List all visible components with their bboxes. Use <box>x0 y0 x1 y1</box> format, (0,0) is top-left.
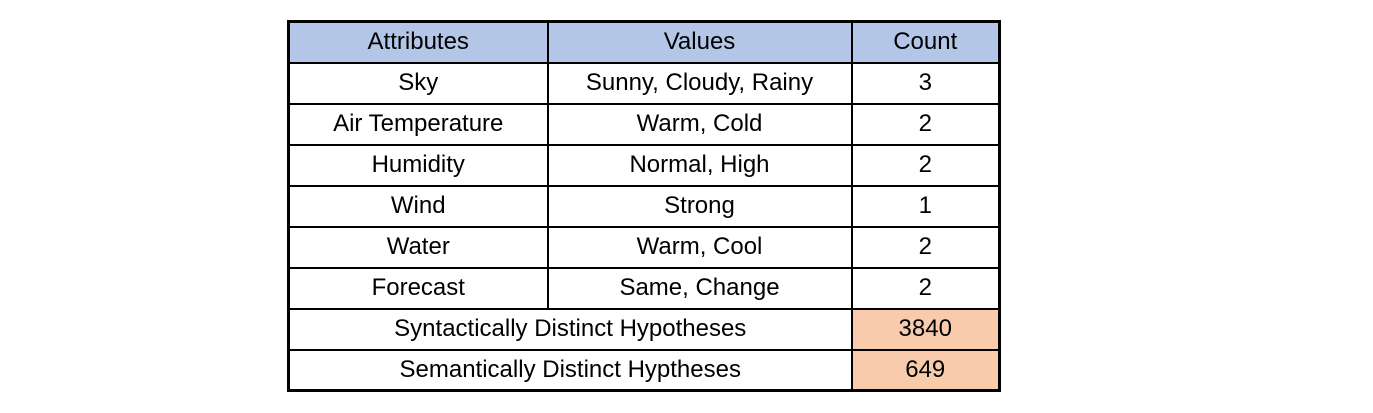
cell-attribute: Wind <box>287 184 549 228</box>
table-row: Forecast Same, Change 2 <box>287 266 1001 310</box>
table-row: Water Warm, Cool 2 <box>287 225 1001 269</box>
cell-count: 1 <box>850 184 1001 228</box>
summary-label: Semantically Distinct Hyptheses <box>287 348 853 392</box>
cell-count: 2 <box>850 143 1001 187</box>
cell-attribute: Forecast <box>287 266 549 310</box>
summary-count: 3840 <box>850 307 1001 351</box>
table-row: Air Temperature Warm, Cold 2 <box>287 102 1001 146</box>
cell-count: 3 <box>850 61 1001 105</box>
summary-label: Syntactically Distinct Hypotheses <box>287 307 853 351</box>
attributes-table-container: Attributes Values Count Sky Sunny, Cloud… <box>287 20 1001 392</box>
cell-values: Warm, Cold <box>546 102 853 146</box>
header-cell-count: Count <box>850 20 1001 64</box>
table-row: Wind Strong 1 <box>287 184 1001 228</box>
cell-values: Sunny, Cloudy, Rainy <box>546 61 853 105</box>
cell-attribute: Humidity <box>287 143 549 187</box>
header-row: Attributes Values Count <box>287 20 1001 64</box>
cell-attribute: Water <box>287 225 549 269</box>
cell-attribute: Air Temperature <box>287 102 549 146</box>
cell-count: 2 <box>850 225 1001 269</box>
cell-values: Same, Change <box>546 266 853 310</box>
header-cell-attributes: Attributes <box>287 20 549 64</box>
summary-row: Syntactically Distinct Hypotheses 3840 <box>287 307 1001 351</box>
attributes-table: Attributes Values Count Sky Sunny, Cloud… <box>287 20 1001 392</box>
cell-count: 2 <box>850 266 1001 310</box>
summary-count: 649 <box>850 348 1001 392</box>
table-row: Humidity Normal, High 2 <box>287 143 1001 187</box>
cell-attribute: Sky <box>287 61 549 105</box>
cell-values: Warm, Cool <box>546 225 853 269</box>
cell-values: Normal, High <box>546 143 853 187</box>
table-row: Sky Sunny, Cloudy, Rainy 3 <box>287 61 1001 105</box>
summary-row: Semantically Distinct Hyptheses 649 <box>287 348 1001 392</box>
cell-count: 2 <box>850 102 1001 146</box>
header-cell-values: Values <box>546 20 853 64</box>
cell-values: Strong <box>546 184 853 228</box>
